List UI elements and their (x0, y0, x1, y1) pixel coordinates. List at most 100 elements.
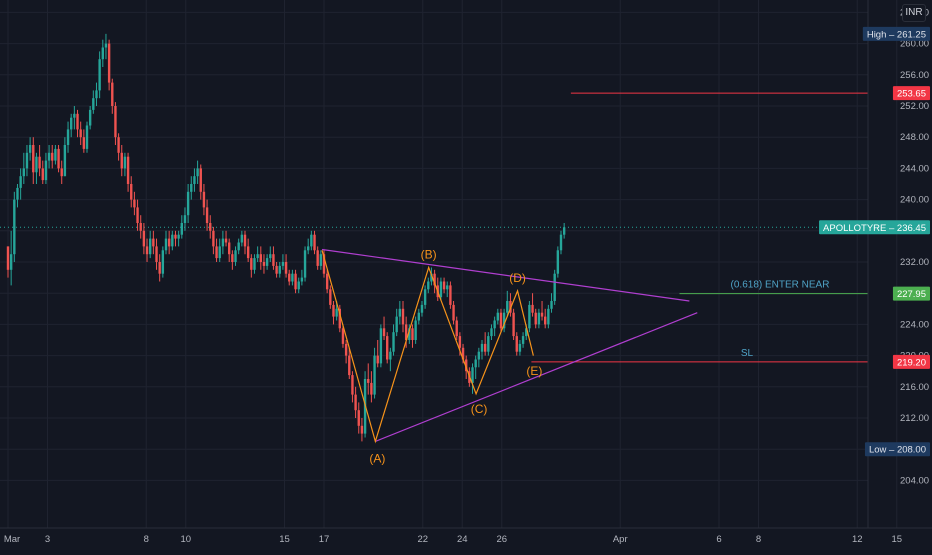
candle-body (291, 273, 294, 282)
candle-body (465, 359, 468, 372)
candle-body (209, 223, 212, 231)
candle-body (534, 312, 537, 325)
candle-body (265, 258, 269, 266)
candle-body (174, 234, 177, 239)
candle-body (515, 336, 518, 352)
candle-body (319, 254, 323, 266)
candle-body (250, 258, 253, 270)
candle-body (559, 234, 563, 251)
candle-body (401, 308, 405, 325)
candle-body (525, 328, 528, 337)
candle-body (540, 312, 544, 317)
candle-body (458, 336, 462, 348)
candle-body (237, 242, 240, 251)
candle-body (547, 308, 550, 325)
price-tag-sl: 219.20 (892, 354, 930, 369)
candle-body (449, 285, 452, 305)
candle-body (446, 285, 449, 290)
candle-body (376, 355, 379, 364)
candle-body (133, 199, 136, 208)
currency-badge[interactable]: INR (902, 4, 926, 22)
candle-body (325, 273, 329, 290)
price-line-layer: (0.618) ENTER NEAR SL (0, 92, 868, 363)
candle-body (107, 43, 111, 83)
candle-body (111, 82, 114, 106)
x-tick-label: 6 (716, 534, 721, 545)
x-tick-label: 22 (417, 534, 428, 545)
y-tick-label: 248.00 (900, 132, 929, 143)
candle-body (262, 262, 266, 266)
candle-body (455, 320, 458, 337)
candle-body (145, 246, 149, 255)
candle-body (502, 312, 506, 329)
candle-body (186, 191, 190, 216)
candle-body (300, 277, 304, 282)
x-tick-label: 15 (279, 534, 290, 545)
x-tick-label: 24 (457, 534, 468, 545)
y-tick-label: 204.00 (900, 475, 929, 486)
y-tick-label: 232.00 (900, 257, 929, 268)
last-price-tag-bg (819, 220, 930, 235)
candle-body (164, 238, 168, 251)
candle-body (196, 168, 199, 177)
wave-label: (A) (369, 452, 385, 466)
candle-body (76, 113, 79, 130)
candle-body (433, 273, 436, 286)
candle-body (63, 145, 67, 177)
last-price-tag-text: APOLLOTYRE – 236.45 (823, 223, 926, 234)
price-tag-entry-text: 227.95 (897, 289, 926, 300)
candle-body (389, 351, 392, 360)
candle-body (521, 336, 525, 344)
price-tag-target-text: 253.65 (897, 89, 926, 100)
candle-body (310, 234, 313, 247)
candle-body (177, 234, 180, 239)
candle-body (180, 223, 183, 235)
candle-body (556, 250, 560, 274)
candle-body (335, 308, 338, 317)
candle-body (490, 328, 493, 337)
candle-body (57, 148, 60, 169)
candle-body (73, 113, 76, 118)
candle-body (278, 265, 281, 274)
candle-body (256, 254, 259, 259)
y-tick-label: 256.00 (900, 70, 929, 81)
candle-body (512, 312, 515, 337)
candle-body (313, 234, 316, 251)
candle-body (341, 328, 345, 344)
candle-body (367, 379, 370, 383)
candle-body (442, 281, 446, 290)
price-tag-sl-text: 219.20 (897, 357, 926, 368)
candle-body (253, 258, 256, 270)
candle-body (228, 242, 231, 255)
candle-body (544, 316, 547, 325)
candle-body (85, 125, 89, 149)
x-tick-label: 26 (496, 534, 507, 545)
x-tick-label: 8 (756, 534, 761, 545)
candle-body (66, 129, 70, 145)
candle-body (487, 336, 490, 352)
candle-body (199, 168, 202, 192)
candle-body (246, 246, 250, 259)
candle-body (509, 301, 512, 313)
candle-body (240, 234, 244, 243)
candle-body (379, 328, 383, 364)
candle-body (16, 187, 19, 200)
candle-body (275, 265, 278, 274)
triangle-line-lower (375, 312, 698, 442)
candle-body (70, 117, 73, 130)
candle-body (471, 367, 474, 383)
candle-body (281, 262, 285, 266)
high-tag-bg (862, 26, 930, 41)
wave-zigzag (321, 250, 534, 444)
candle-body (531, 304, 534, 313)
candle-body (386, 336, 389, 360)
x-tick-label: Mar (4, 534, 20, 545)
candle-body (120, 152, 123, 169)
candle-body (114, 106, 117, 138)
candle-body (161, 250, 165, 274)
candle-body (322, 254, 326, 274)
candle-body (95, 90, 98, 99)
candle-body (130, 184, 133, 200)
